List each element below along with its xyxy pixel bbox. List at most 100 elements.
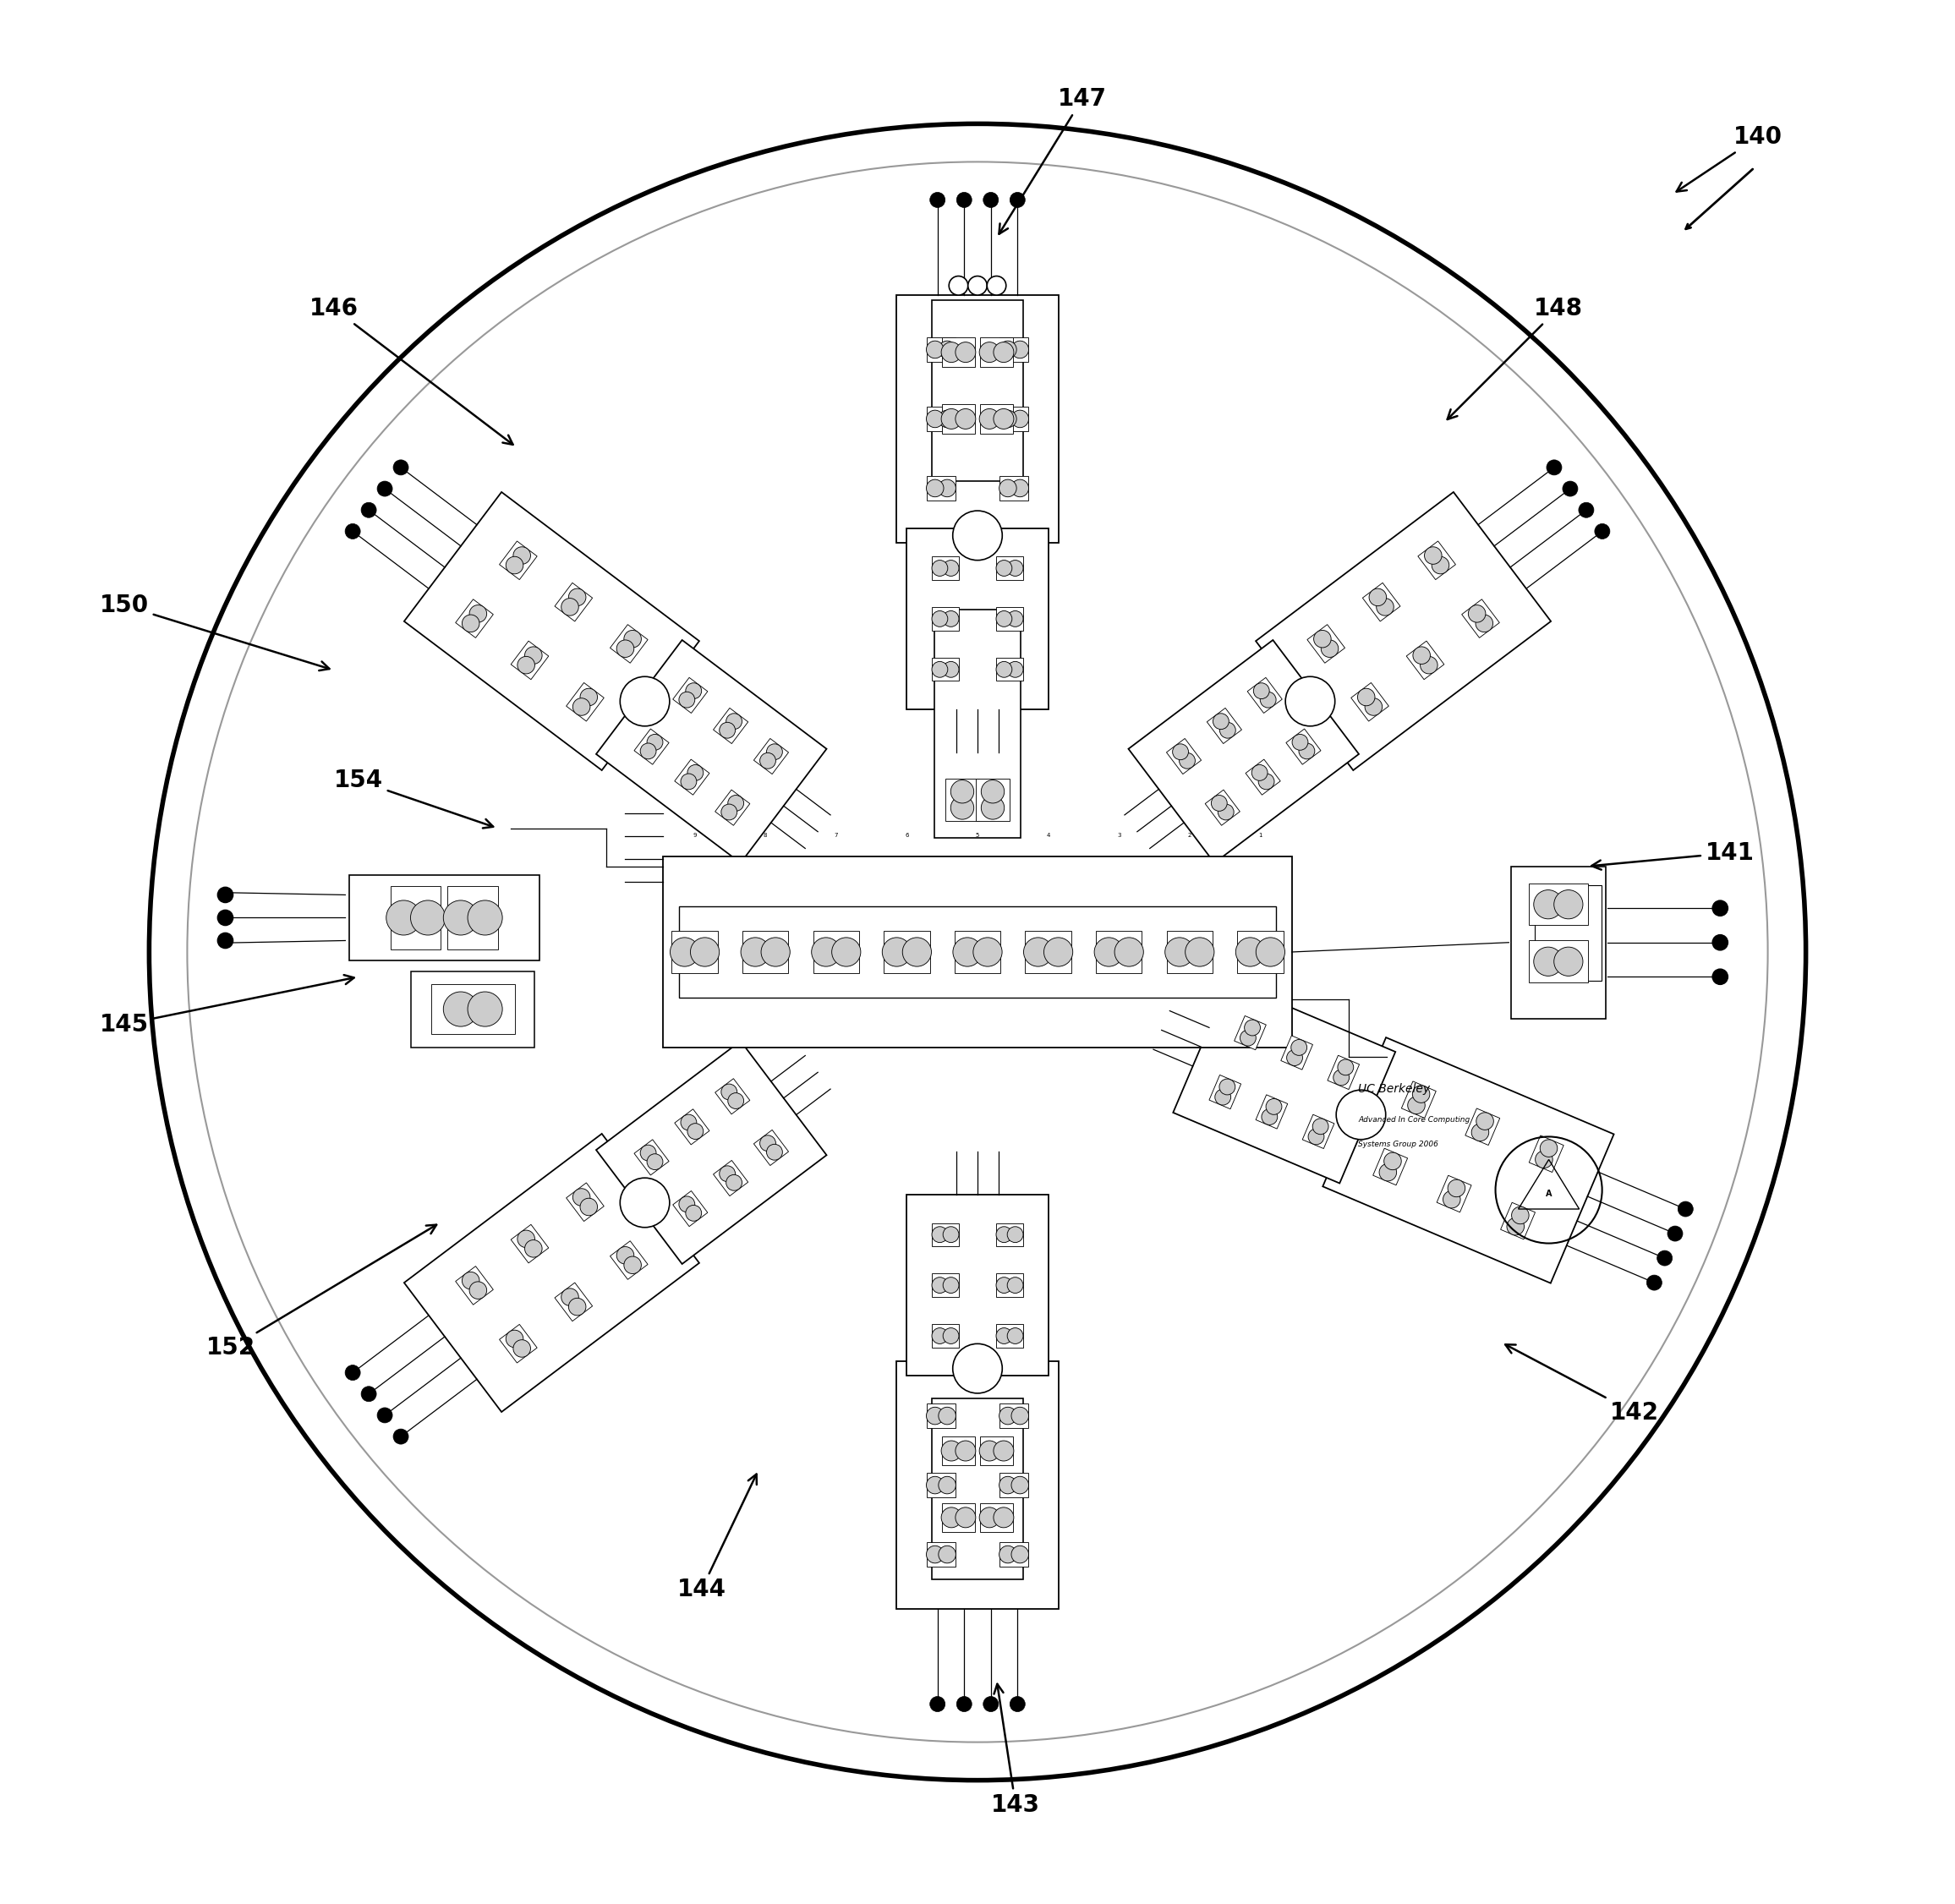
Circle shape (569, 588, 586, 605)
Circle shape (688, 765, 704, 781)
Circle shape (362, 503, 377, 518)
Text: 154: 154 (334, 769, 493, 828)
Circle shape (938, 341, 956, 358)
Circle shape (639, 743, 657, 760)
Polygon shape (714, 1160, 749, 1196)
Polygon shape (755, 739, 788, 775)
Circle shape (882, 937, 911, 967)
Circle shape (624, 1257, 641, 1274)
Circle shape (950, 796, 974, 819)
Circle shape (952, 1344, 1003, 1394)
Circle shape (1007, 1327, 1022, 1344)
Circle shape (766, 744, 782, 760)
Polygon shape (1529, 883, 1587, 925)
Polygon shape (933, 1222, 960, 1245)
Circle shape (983, 192, 999, 208)
Polygon shape (596, 640, 827, 863)
Circle shape (1365, 699, 1382, 716)
Circle shape (942, 1327, 958, 1344)
Polygon shape (391, 887, 442, 948)
Circle shape (1507, 1219, 1525, 1236)
Circle shape (1312, 1118, 1329, 1135)
Circle shape (469, 605, 487, 623)
Circle shape (950, 781, 974, 803)
Circle shape (1468, 605, 1486, 623)
Circle shape (1011, 1696, 1024, 1712)
Polygon shape (510, 1224, 549, 1262)
Circle shape (938, 1407, 956, 1424)
Polygon shape (933, 607, 960, 630)
Polygon shape (448, 887, 499, 948)
Circle shape (997, 560, 1013, 577)
Polygon shape (633, 729, 669, 765)
Polygon shape (1204, 790, 1239, 826)
Circle shape (1298, 743, 1316, 760)
Polygon shape (743, 931, 788, 973)
Circle shape (933, 1278, 948, 1293)
Circle shape (1255, 937, 1284, 967)
Circle shape (1535, 946, 1562, 977)
Polygon shape (933, 556, 960, 579)
Circle shape (1713, 901, 1728, 916)
Circle shape (831, 937, 860, 967)
Polygon shape (673, 931, 717, 973)
Circle shape (1286, 1049, 1302, 1066)
Circle shape (524, 647, 542, 664)
Circle shape (217, 910, 233, 925)
Polygon shape (995, 607, 1022, 630)
Polygon shape (933, 1274, 960, 1297)
Circle shape (956, 192, 972, 208)
Circle shape (760, 1135, 776, 1152)
Circle shape (1011, 409, 1028, 428)
Polygon shape (714, 708, 749, 744)
Circle shape (983, 1696, 999, 1712)
Polygon shape (927, 476, 956, 501)
Polygon shape (995, 1325, 1022, 1348)
Circle shape (997, 1278, 1013, 1293)
Circle shape (1335, 1089, 1386, 1139)
Circle shape (727, 1093, 743, 1108)
Text: 150: 150 (100, 594, 328, 670)
Polygon shape (456, 600, 493, 638)
Polygon shape (1327, 1055, 1359, 1089)
Circle shape (444, 901, 479, 935)
Polygon shape (1234, 1017, 1267, 1049)
Polygon shape (905, 1196, 1050, 1375)
Circle shape (1511, 1207, 1529, 1224)
Circle shape (979, 343, 999, 362)
Polygon shape (1417, 541, 1456, 579)
Circle shape (1384, 1152, 1402, 1169)
Polygon shape (999, 406, 1028, 432)
Circle shape (741, 937, 770, 967)
Polygon shape (897, 1361, 1058, 1609)
Polygon shape (1302, 1114, 1333, 1148)
Circle shape (956, 409, 976, 428)
Circle shape (561, 1289, 579, 1306)
Circle shape (1322, 640, 1339, 657)
Polygon shape (979, 1436, 1013, 1466)
Circle shape (1173, 744, 1189, 760)
Circle shape (719, 722, 735, 739)
Circle shape (933, 560, 948, 577)
Circle shape (987, 276, 1007, 295)
Circle shape (1179, 752, 1195, 769)
Polygon shape (1511, 866, 1605, 1019)
Circle shape (956, 1696, 972, 1712)
Circle shape (506, 1331, 524, 1348)
Polygon shape (674, 1108, 710, 1144)
Circle shape (1476, 1112, 1494, 1129)
Circle shape (1286, 676, 1335, 725)
Polygon shape (1363, 583, 1400, 621)
Circle shape (725, 714, 743, 729)
Circle shape (680, 1114, 696, 1131)
Polygon shape (1406, 642, 1445, 680)
Polygon shape (633, 1139, 669, 1175)
Circle shape (1333, 1070, 1349, 1085)
Polygon shape (933, 301, 1022, 482)
Circle shape (1239, 1030, 1255, 1045)
Circle shape (1007, 1278, 1022, 1293)
Circle shape (942, 1226, 958, 1243)
Circle shape (686, 1205, 702, 1220)
Circle shape (1425, 546, 1441, 564)
Polygon shape (884, 931, 931, 973)
